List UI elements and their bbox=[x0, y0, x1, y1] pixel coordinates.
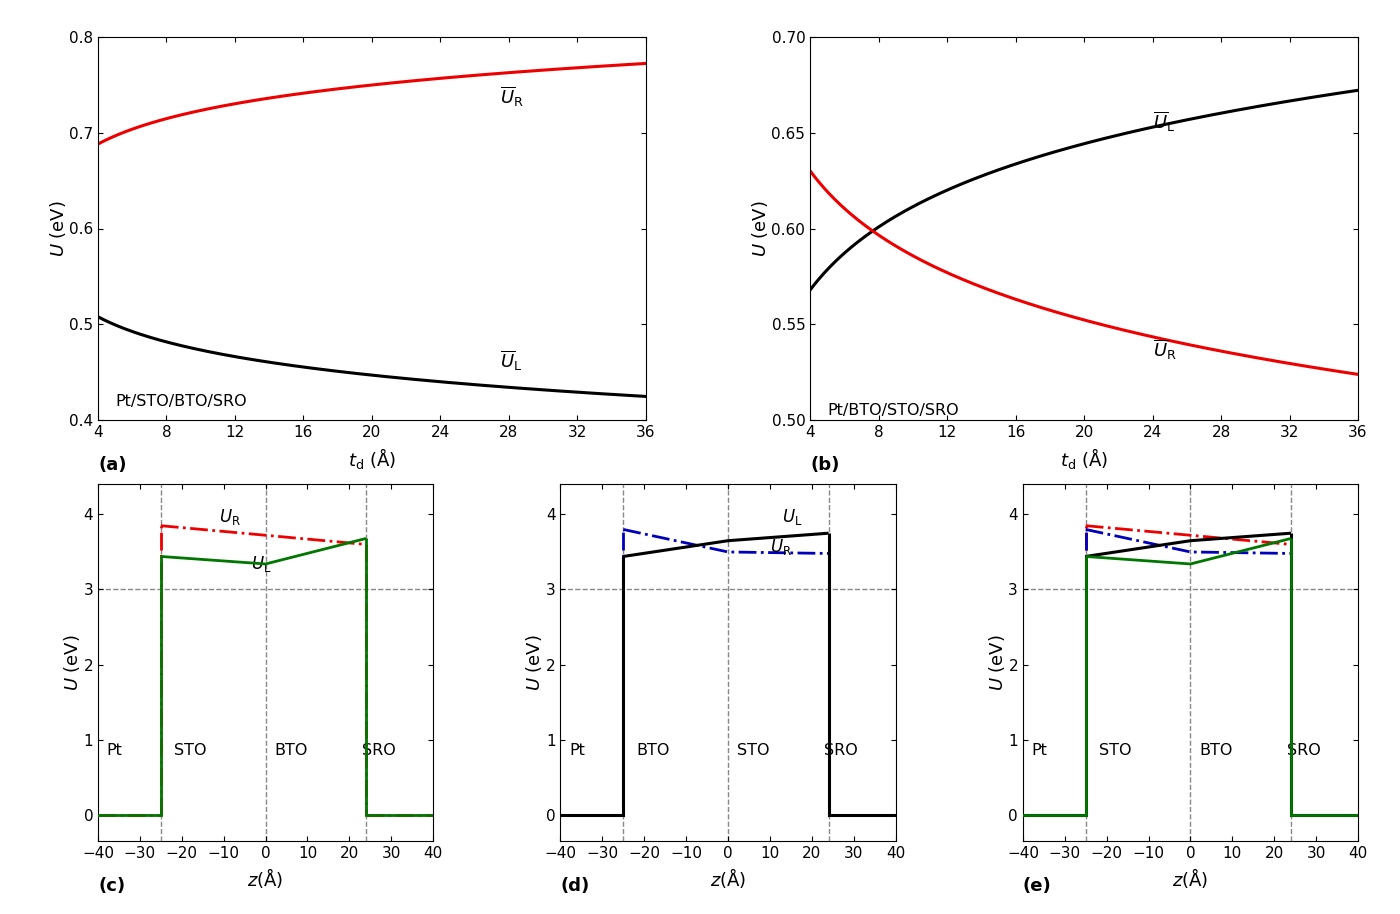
Text: $U_{\mathrm{R}}$: $U_{\mathrm{R}}$ bbox=[220, 507, 241, 527]
Text: BTO: BTO bbox=[1198, 742, 1232, 758]
X-axis label: $z$(Å): $z$(Å) bbox=[248, 866, 284, 890]
Text: STO: STO bbox=[1099, 742, 1131, 758]
Text: $U_{\mathrm{R}}$: $U_{\mathrm{R}}$ bbox=[770, 537, 792, 557]
Text: Pt: Pt bbox=[106, 742, 123, 758]
Text: STO: STO bbox=[174, 742, 206, 758]
Text: (b): (b) bbox=[811, 456, 840, 474]
Text: BTO: BTO bbox=[636, 742, 669, 758]
Y-axis label: $U$ (eV): $U$ (eV) bbox=[48, 200, 67, 257]
Text: (c): (c) bbox=[98, 877, 125, 895]
Text: $U_{\mathrm{L}}$: $U_{\mathrm{L}}$ bbox=[783, 507, 804, 527]
Text: $\overline{U}_{\mathrm{R}}$: $\overline{U}_{\mathrm{R}}$ bbox=[1152, 337, 1176, 362]
Text: (e): (e) bbox=[1023, 877, 1051, 895]
Text: $\overline{U}_{\mathrm{R}}$: $\overline{U}_{\mathrm{R}}$ bbox=[500, 84, 524, 109]
Text: $U_{\mathrm{L}}$: $U_{\mathrm{L}}$ bbox=[251, 554, 272, 574]
Text: SRO: SRO bbox=[825, 742, 858, 758]
Text: $\overline{U}_{\mathrm{L}}$: $\overline{U}_{\mathrm{L}}$ bbox=[500, 348, 522, 373]
X-axis label: $z$(Å): $z$(Å) bbox=[710, 866, 746, 890]
X-axis label: $t_{\mathrm{d}}$ (Å): $t_{\mathrm{d}}$ (Å) bbox=[347, 446, 396, 471]
Y-axis label: $U$ (eV): $U$ (eV) bbox=[525, 634, 545, 691]
Text: (d): (d) bbox=[560, 877, 589, 895]
Text: Pt: Pt bbox=[1032, 742, 1047, 758]
Y-axis label: $U$ (eV): $U$ (eV) bbox=[750, 200, 770, 257]
Text: (a): (a) bbox=[98, 456, 126, 474]
Text: Pt/BTO/STO/SRO: Pt/BTO/STO/SRO bbox=[827, 403, 959, 418]
Y-axis label: $U$ (eV): $U$ (eV) bbox=[987, 634, 1007, 691]
Text: SRO: SRO bbox=[1287, 742, 1320, 758]
X-axis label: $z$(Å): $z$(Å) bbox=[1172, 866, 1208, 890]
Text: $\overline{U}_{\mathrm{L}}$: $\overline{U}_{\mathrm{L}}$ bbox=[1152, 109, 1175, 133]
X-axis label: $t_{\mathrm{d}}$ (Å): $t_{\mathrm{d}}$ (Å) bbox=[1060, 446, 1109, 471]
Text: BTO: BTO bbox=[274, 742, 308, 758]
Text: STO: STO bbox=[736, 742, 770, 758]
Text: Pt/STO/BTO/SRO: Pt/STO/BTO/SRO bbox=[115, 394, 246, 409]
Text: SRO: SRO bbox=[361, 742, 396, 758]
Y-axis label: $U$ (eV): $U$ (eV) bbox=[62, 634, 83, 691]
Text: Pt: Pt bbox=[570, 742, 585, 758]
